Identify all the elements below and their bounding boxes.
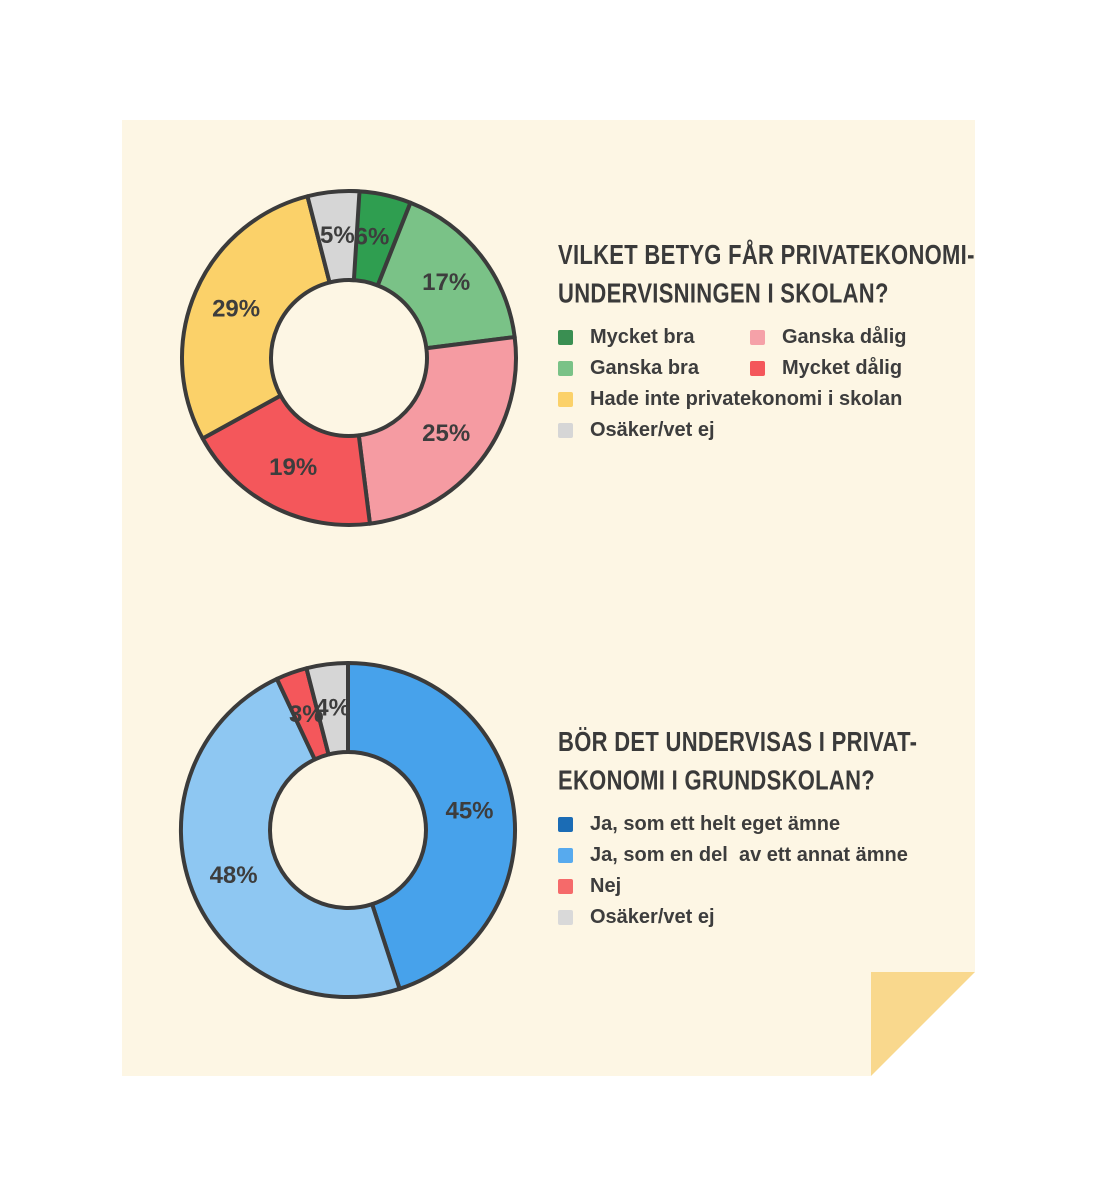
- chart-legend: Ja, som ett helt eget ämne Ja, som en del…: [558, 813, 988, 929]
- legend-item: Ganska bra: [558, 357, 750, 380]
- donut-slice: [180, 194, 332, 441]
- slice-value-label: 3%: [289, 701, 324, 728]
- legend-swatch-icon: [558, 423, 573, 438]
- legend-item: Osäker/vet ej: [558, 906, 988, 929]
- legend-swatch-icon: [750, 361, 765, 376]
- legend-swatch-icon: [558, 330, 573, 345]
- chart-title: BÖR DET UNDERVISAS I PRIVAT- EKONOMI I G…: [558, 723, 988, 800]
- legend-item: Mycket dålig: [750, 357, 988, 380]
- legend-swatch-icon: [750, 330, 765, 345]
- legend-label: Ja, som en del av ett annat ämne: [590, 844, 908, 866]
- legend-swatch-icon: [558, 848, 573, 863]
- legend-label: Ja, som ett helt eget ämne: [590, 813, 841, 835]
- legend-item: Osäker/vet ej: [558, 419, 988, 442]
- legend-label: Osäker/vet ej: [590, 419, 715, 441]
- slice-value-label: 19%: [269, 454, 317, 481]
- legend-swatch-icon: [558, 879, 573, 894]
- slice-value-label: 5%: [320, 222, 355, 249]
- legend-label: Ganska bra: [590, 357, 699, 379]
- chart-title-line2: UNDERVISNINGEN I SKOLAN?: [558, 276, 889, 309]
- slice-value-label: 17%: [422, 269, 470, 296]
- slice-value-label: 6%: [355, 224, 390, 251]
- slice-value-label: 45%: [445, 797, 493, 824]
- legend-item: Hade inte privatekonomi i skolan: [558, 388, 988, 411]
- legend-item: Mycket bra: [558, 326, 750, 349]
- info-card: 6% 17% 25% 19% 29% 5% VILKET BETYG FÅR PRIVAT…: [122, 120, 975, 1076]
- donut-slice: [346, 661, 517, 991]
- donut-slice: [200, 393, 372, 527]
- slice-value-label: 29%: [212, 296, 260, 323]
- donut-slice: [375, 200, 517, 351]
- donut-slice: [178, 676, 402, 1000]
- legend-label: Osäker/vet ej: [590, 906, 715, 928]
- legend-swatch-icon: [558, 817, 573, 832]
- donut-slice: [304, 661, 350, 757]
- slice-value-label: 25%: [422, 420, 470, 447]
- chart-title-line2: EKONOMI I GRUNDSKOLAN?: [558, 763, 876, 796]
- legend-label: Hade inte privatekonomi i skolan: [590, 388, 903, 410]
- legend-label: Mycket bra: [590, 326, 695, 348]
- folded-corner-icon: [871, 972, 975, 1076]
- donut-chart-grundskolan: 45% 48% 3%4%: [178, 661, 517, 1000]
- legend-swatch-icon: [558, 392, 573, 407]
- donut-chart-betyg: 6% 17% 25% 19% 29% 5%: [180, 189, 518, 527]
- legend-item: Ganska dålig: [750, 326, 988, 349]
- legend-item: Nej: [558, 875, 988, 898]
- chart-panel-grundskolan: BÖR DET UNDERVISAS I PRIVAT- EKONOMI I G…: [558, 723, 988, 929]
- slice-value-label: 4%: [315, 695, 350, 722]
- legend-swatch-icon: [558, 910, 573, 925]
- chart-panel-betyg: VILKET BETYG FÅR PRIVATEKONOMI- UNDERVIS…: [558, 236, 988, 442]
- legend-label: Mycket dålig: [782, 357, 903, 379]
- chart-title-line1: BÖR DET UNDERVISAS I PRIVAT-: [558, 725, 918, 758]
- legend-swatch-icon: [558, 361, 573, 376]
- donut-slice: [356, 335, 518, 526]
- chart-title-line1: VILKET BETYG FÅR PRIVATEKONOMI-: [558, 238, 975, 271]
- legend-label: Nej: [590, 875, 622, 897]
- slice-value-label: 48%: [210, 862, 258, 889]
- legend-item: Ja, som ett helt eget ämne: [558, 813, 988, 836]
- legend-label: Ganska dålig: [782, 326, 907, 348]
- donut-slice: [305, 189, 362, 285]
- chart-legend: Mycket bra Ganska dålig Ganska bra Mycket d…: [558, 326, 988, 442]
- legend-item: Ja, som en del av ett annat ämne: [558, 844, 988, 867]
- chart-title: VILKET BETYG FÅR PRIVATEKONOMI- UNDERVIS…: [558, 236, 988, 313]
